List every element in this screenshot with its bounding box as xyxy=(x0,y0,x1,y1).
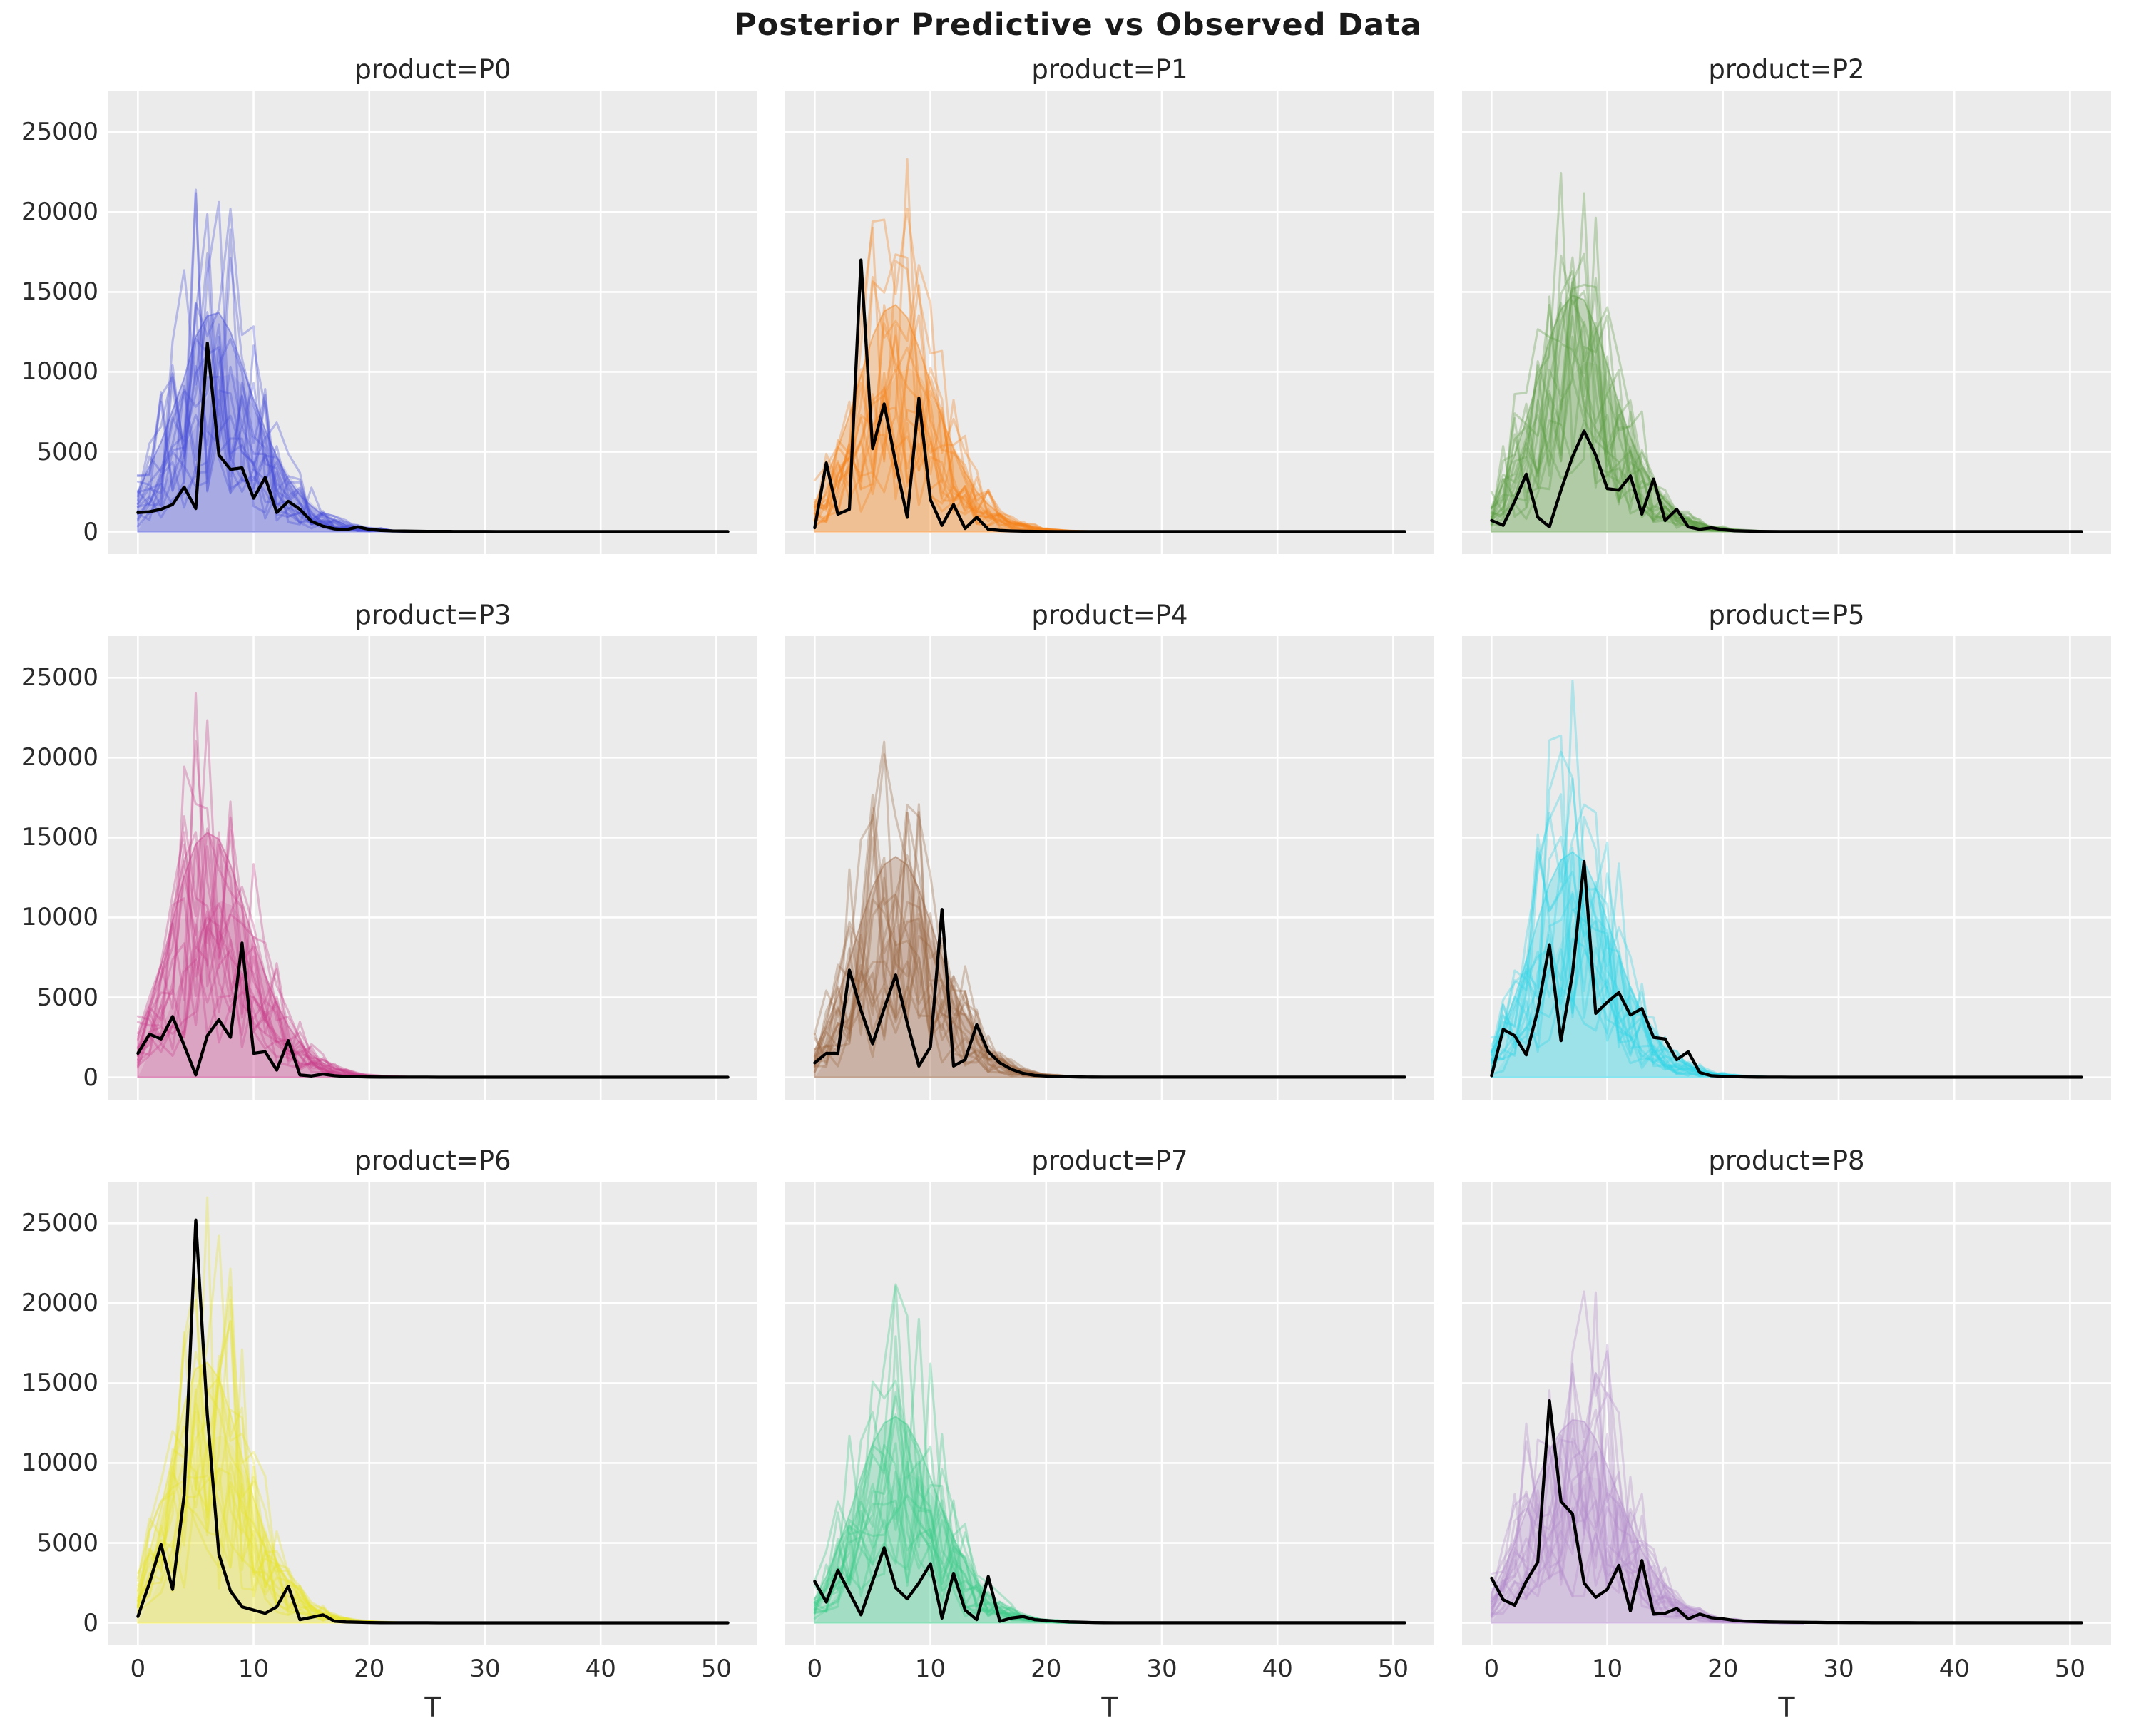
band-area-inner xyxy=(1491,1476,1781,1623)
y-tick-label: 15000 xyxy=(21,277,98,307)
plot-area-p0 xyxy=(108,91,757,554)
panel-title-p0: product=P0 xyxy=(354,54,511,85)
x-tick-label: 10 xyxy=(1591,1655,1623,1683)
x-axis-label: T xyxy=(1778,1692,1795,1723)
panel-title-p6: product=P6 xyxy=(354,1145,511,1176)
x-tick-label: 40 xyxy=(1938,1655,1970,1683)
plot-background xyxy=(108,1182,757,1645)
plot-area-p1 xyxy=(785,91,1434,554)
panel-p4 xyxy=(785,636,1434,1100)
observed-line xyxy=(136,941,730,1079)
x-tick-label: 50 xyxy=(1377,1655,1409,1683)
panel-p8 xyxy=(1462,1182,2111,1645)
x-tick-label: 10 xyxy=(237,1655,270,1683)
band-area-inner xyxy=(814,918,1104,1078)
panel-p5 xyxy=(1462,636,2111,1100)
x-tick-label: 30 xyxy=(469,1655,501,1683)
x-tick-label: 20 xyxy=(1707,1655,1739,1683)
plot-area-p8 xyxy=(1462,1182,2111,1645)
panel-title-p7: product=P7 xyxy=(1031,1145,1188,1176)
plot-background xyxy=(108,91,757,554)
panel-title-p5: product=P5 xyxy=(1708,600,1865,630)
x-tick-label: 50 xyxy=(700,1655,732,1683)
x-tick-label: 0 xyxy=(807,1655,823,1683)
x-axis-label: T xyxy=(424,1692,441,1723)
y-tick-label: 20000 xyxy=(21,743,98,772)
plot-area-p2 xyxy=(1462,91,2111,554)
x-tick-label: 30 xyxy=(1823,1655,1854,1683)
band-area-inner xyxy=(1491,361,1781,532)
plot-area-p5 xyxy=(1462,636,2111,1100)
y-tick-label: 25000 xyxy=(21,118,98,147)
x-tick-label: 20 xyxy=(354,1655,385,1683)
y-tick-label: 5000 xyxy=(36,1528,98,1558)
observed-line xyxy=(813,908,1406,1079)
y-tick-label: 20000 xyxy=(21,1289,98,1318)
y-tick-label: 10000 xyxy=(21,357,98,387)
y-tick-label: 15000 xyxy=(21,1369,98,1398)
plot-area-p7 xyxy=(785,1182,1434,1645)
panel-p2 xyxy=(1462,91,2111,554)
panel-p3 xyxy=(108,636,757,1100)
panel-p0 xyxy=(108,91,757,554)
plot-background xyxy=(785,91,1434,554)
panel-title-p2: product=P2 xyxy=(1708,54,1865,85)
panel-title-p3: product=P3 xyxy=(354,600,511,630)
plot-area-p4 xyxy=(785,636,1434,1100)
observed-line xyxy=(136,1218,730,1625)
y-tick-label: 25000 xyxy=(21,1209,98,1238)
observed-line xyxy=(813,258,1406,533)
y-tick-label: 0 xyxy=(83,517,98,546)
band-area-inner xyxy=(814,1474,1104,1623)
y-tick-label: 25000 xyxy=(21,663,98,692)
plot-area-p3 xyxy=(108,636,757,1100)
y-tick-label: 0 xyxy=(83,1608,98,1637)
y-tick-label: 20000 xyxy=(21,198,98,227)
y-tick-label: 5000 xyxy=(36,437,98,466)
observed-line xyxy=(813,1546,1406,1625)
x-tick-label: 10 xyxy=(914,1655,946,1683)
y-tick-label: 10000 xyxy=(21,903,98,932)
x-tick-label: 30 xyxy=(1146,1655,1177,1683)
plot-background xyxy=(1462,91,2111,554)
band-area-inner xyxy=(138,374,427,532)
x-tick-label: 40 xyxy=(1262,1655,1293,1683)
x-tick-label: 0 xyxy=(130,1655,146,1683)
panel-p1 xyxy=(785,91,1434,554)
observed-line xyxy=(1490,859,2083,1079)
x-tick-label: 20 xyxy=(1031,1655,1062,1683)
panel-title-p8: product=P8 xyxy=(1708,1145,1865,1176)
y-tick-label: 5000 xyxy=(36,983,98,1012)
y-tick-label: 15000 xyxy=(21,823,98,852)
observed-line xyxy=(1490,429,2083,533)
panel-p7 xyxy=(785,1182,1434,1645)
plot-background xyxy=(785,636,1434,1100)
y-tick-label: 10000 xyxy=(21,1448,98,1478)
x-axis-label: T xyxy=(1101,1692,1118,1723)
y-tick-label: 0 xyxy=(83,1063,98,1092)
panel-p6 xyxy=(108,1182,757,1645)
panel-title-p4: product=P4 xyxy=(1031,600,1188,630)
x-tick-label: 50 xyxy=(2054,1655,2086,1683)
panel-title-p1: product=P1 xyxy=(1031,54,1188,85)
band-area-inner xyxy=(138,1435,427,1623)
plot-background xyxy=(785,1182,1434,1645)
figure-suptitle: Posterior Predictive vs Observed Data xyxy=(734,7,1422,43)
plot-area-p6 xyxy=(108,1182,757,1645)
x-tick-label: 40 xyxy=(585,1655,616,1683)
band-area-inner xyxy=(814,368,1104,532)
observed-line xyxy=(136,341,730,533)
plot-background xyxy=(1462,636,2111,1100)
x-tick-label: 0 xyxy=(1483,1655,1500,1683)
plot-background xyxy=(1462,1182,2111,1645)
observed-line xyxy=(1490,1399,2083,1625)
band-area-inner xyxy=(1491,915,1781,1078)
